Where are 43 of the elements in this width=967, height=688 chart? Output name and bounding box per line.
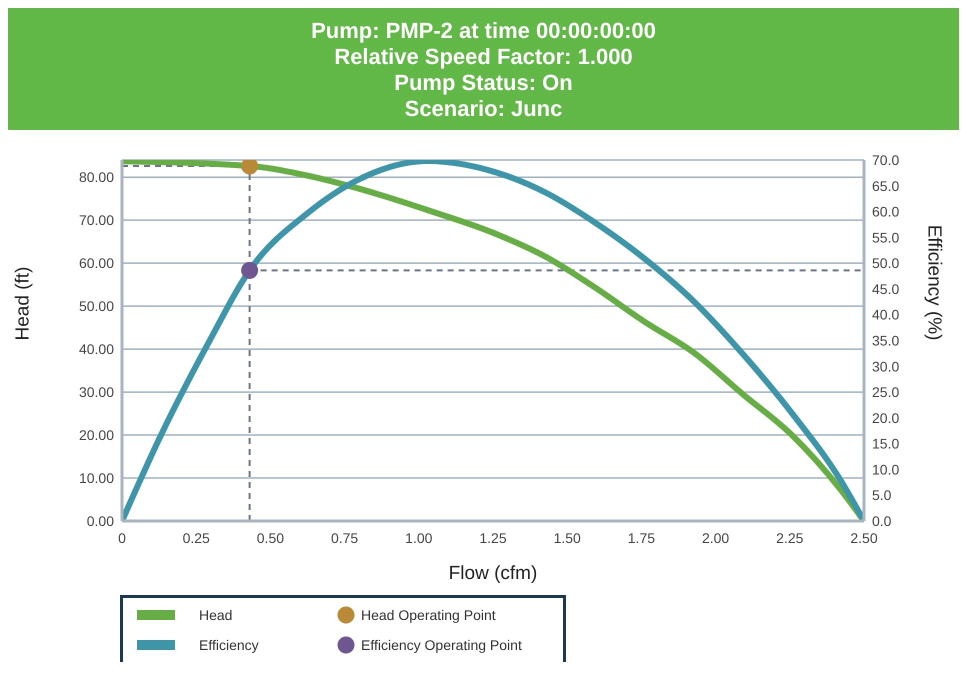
- legend-label: Head: [199, 607, 232, 623]
- y-axis-title: Head (ft): [12, 266, 34, 340]
- x-tick-label: 0.50: [256, 530, 284, 546]
- y2-tick-label: 60.0: [872, 204, 900, 220]
- x-tick-label: 2.00: [702, 530, 730, 546]
- y2-axis-title: Efficiency (%): [923, 224, 944, 340]
- x-tick-label: 1.25: [479, 530, 507, 546]
- chart-title: Pump: PMP-2 at time 00:00:00:00 Relative Speed Factor: 1.000 Pump Status: On Scenario: Junc: [310, 18, 657, 122]
- x-tick-label: 2.25: [776, 530, 804, 546]
- y-tick-label: 30.00: [78, 384, 114, 400]
- y2-tick-label: 5.0: [872, 487, 892, 504]
- x-tick-label: 1.50: [554, 530, 582, 546]
- y-tick-label: 0.00: [86, 512, 114, 529]
- x-tick-label: 1.00: [405, 530, 433, 546]
- y-tick-label: 10.00: [78, 470, 114, 486]
- legend-label: Efficiency Operating Point: [361, 637, 522, 653]
- x-tick-label: 2.50: [850, 530, 878, 546]
- x-tick-label: 1.75: [628, 530, 656, 546]
- legend-label: Efficiency: [199, 637, 259, 653]
- y2-tick-label: 30.0: [872, 358, 900, 374]
- y2-tick-label: 0.0: [872, 512, 892, 529]
- x-tick-label: 0.75: [330, 530, 358, 546]
- legend-label: Head Operating Point: [361, 607, 496, 623]
- y2-tick-label: 35.0: [872, 332, 900, 348]
- y-tick-label: 20.00: [78, 427, 114, 444]
- y-tick-label: 70.00: [78, 212, 114, 228]
- y-tick-label: 50.00: [78, 298, 114, 314]
- x-tick-label: 0.25: [182, 530, 210, 546]
- y2-tick-label: 55.0: [872, 229, 900, 246]
- x-tick-label: 0: [118, 530, 126, 546]
- y2-tick-label: 15.0: [872, 436, 900, 452]
- y-tick-label: 40.00: [78, 341, 114, 358]
- x-axis-title: Flow (cfm): [448, 563, 538, 584]
- y-tick-label: 60.00: [78, 255, 114, 272]
- y2-tick-label: 45.0: [872, 280, 900, 297]
- y2-tick-label: 65.0: [872, 178, 900, 194]
- y2-tick-label: 25.0: [872, 384, 900, 400]
- y2-tick-label: 40.0: [872, 306, 900, 323]
- y2-tick-label: 10.0: [872, 461, 900, 478]
- y2-tick-label: 50.0: [872, 255, 900, 272]
- y2-tick-label: 70.0: [872, 152, 900, 168]
- y-tick-label: 80.00: [78, 169, 114, 186]
- y2-tick-label: 20.0: [872, 410, 900, 426]
